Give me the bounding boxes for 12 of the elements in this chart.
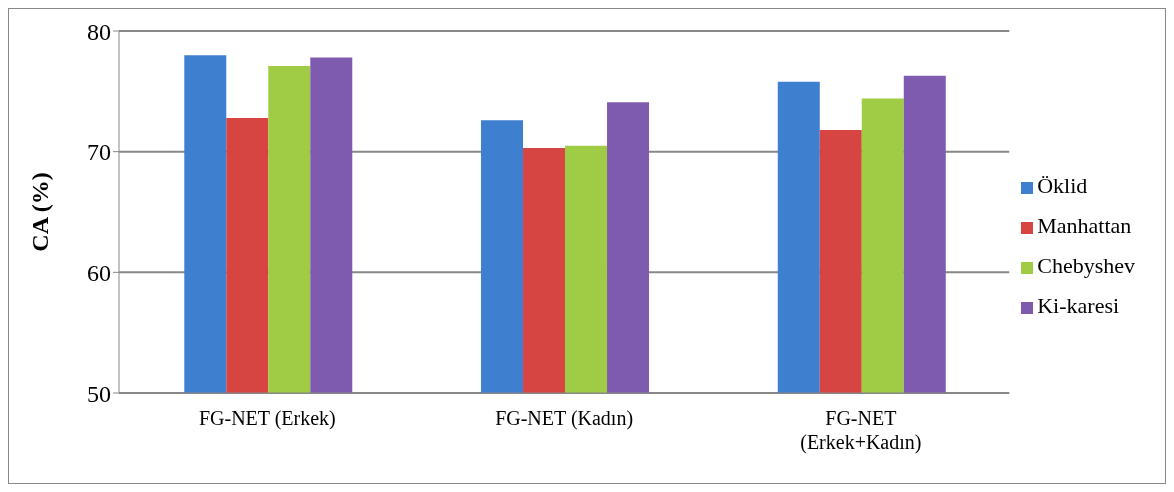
x-tick-label: FG-NET (Kadın)	[495, 407, 634, 430]
legend-label: Manhattan	[1037, 213, 1132, 238]
x-tick-label: FG-NET (Erkek+Kadın)	[800, 407, 922, 454]
y-axis-title: CA (%)	[26, 172, 53, 252]
legend-label: Chebyshev	[1037, 253, 1135, 278]
legend-label: Ki-karesi	[1037, 293, 1120, 318]
y-tick-label: 80	[87, 18, 111, 45]
x-tick-label: FG-NET (Erkek)	[198, 407, 336, 430]
y-tick-label: 50	[87, 380, 111, 407]
y-tick-label: 60	[87, 259, 111, 286]
y-tick-label: 70	[87, 139, 111, 166]
legend-label: Öklid	[1037, 173, 1088, 198]
